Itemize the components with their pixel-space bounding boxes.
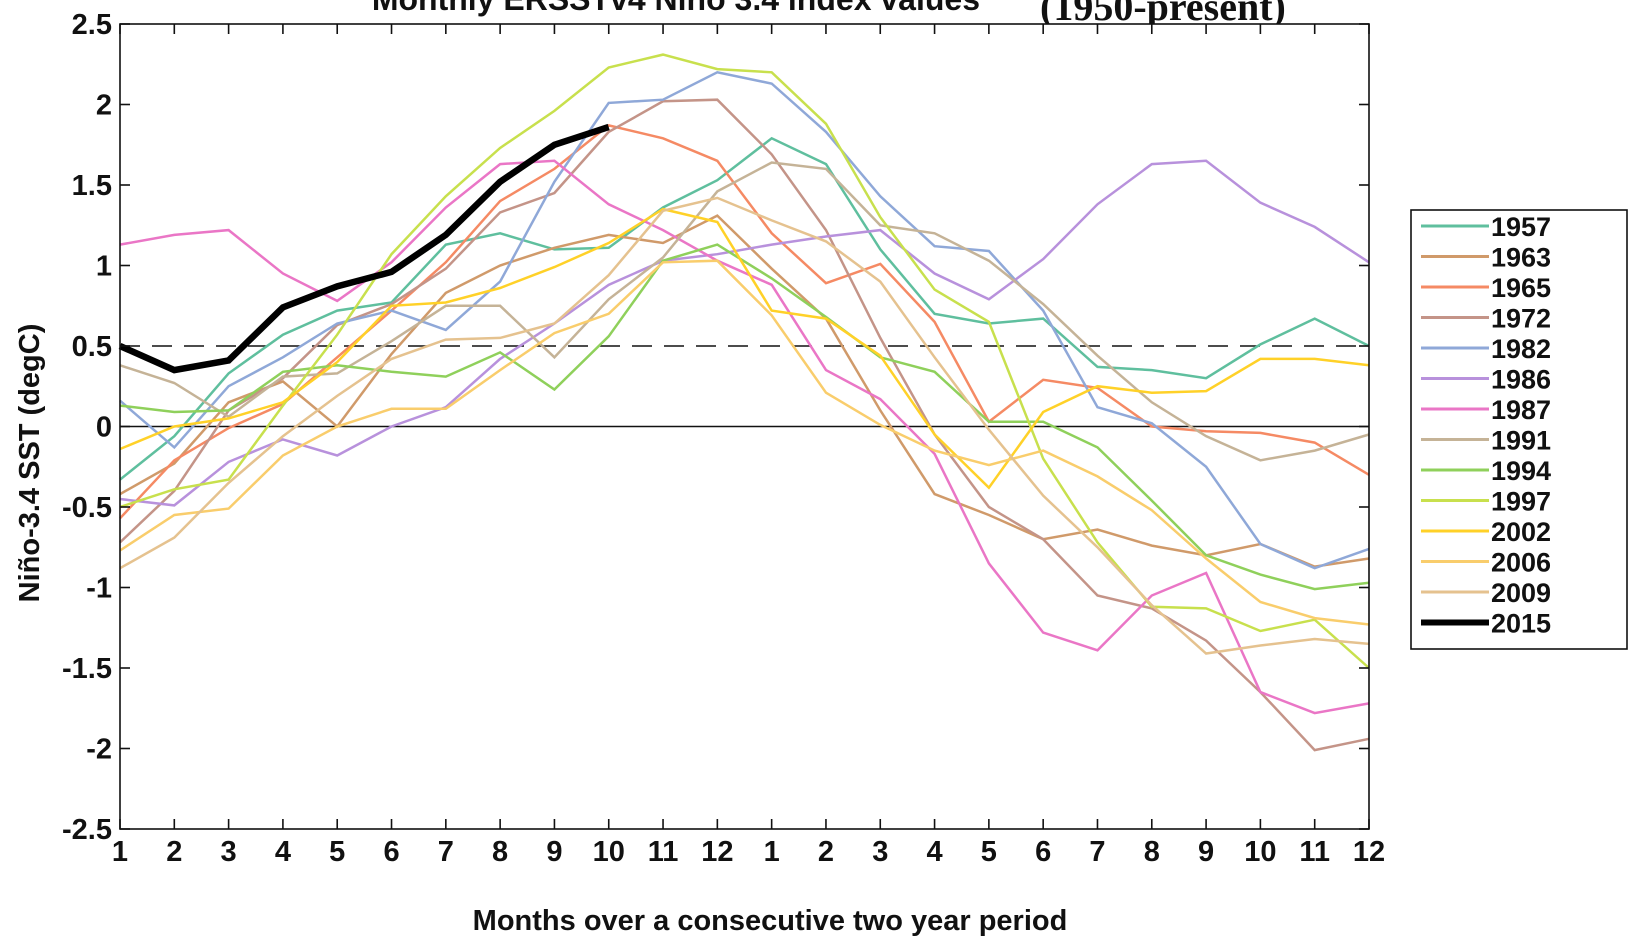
series-line-2002 [119, 207, 1370, 490]
legend-label: 2015 [1491, 609, 1551, 639]
legend-item-1982: 1982 [1421, 334, 1551, 364]
legend-item-1994: 1994 [1421, 456, 1551, 486]
x-tick-label: 12 [701, 836, 733, 868]
x-tick-label: 1 [112, 836, 128, 868]
x-tick-label: 2 [166, 836, 182, 868]
y-tick-label: 2 [96, 90, 112, 122]
x-tick-label: 5 [981, 836, 997, 868]
x-tick-label: 1 [764, 836, 780, 868]
legend-item-1987: 1987 [1421, 395, 1551, 425]
x-tick-label: 3 [872, 836, 888, 868]
legend: 1957196319651972198219861987199119941997… [1410, 209, 1628, 650]
legend-item-2015: 2015 [1421, 609, 1551, 639]
legend-item-1963: 1963 [1421, 243, 1551, 273]
series-line-2006 [119, 259, 1370, 626]
y-tick-label: -2.5 [62, 814, 112, 846]
legend-label: 1982 [1491, 334, 1551, 364]
x-tick-label: 6 [1035, 836, 1051, 868]
x-tick-label: 2 [818, 836, 834, 868]
legend-label: 1987 [1491, 395, 1551, 425]
y-tick-label: 1.5 [72, 170, 112, 202]
x-tick-label: 5 [329, 836, 345, 868]
x-tick-label: 3 [221, 836, 237, 868]
chart-title: Monthly ERSSTv4 Niño 3.4 index values [372, 0, 980, 17]
series-line-1965 [119, 124, 1370, 520]
x-tick-label: 9 [1198, 836, 1214, 868]
legend-label: 2006 [1491, 548, 1551, 578]
y-tick-label: -2 [86, 734, 112, 766]
legend-item-2002: 2002 [1421, 517, 1551, 547]
legend-label: 1991 [1491, 426, 1551, 456]
axes: 1 2 3 4 5 6 7 8 9 10 11 12 1 2 3 4 5 6 7 8 9 10 11 12-2.5-2-1.5… [62, 9, 1385, 868]
y-tick-label: 0 [96, 412, 112, 444]
series-line-1997 [119, 53, 1370, 669]
series-line-1986 [119, 159, 1370, 507]
series-line-1963 [119, 214, 1370, 568]
y-tick-label: -1.5 [62, 653, 112, 685]
y-tick-label: 2.5 [72, 9, 112, 41]
y-axis-label: Niño-3.4 SST (degC) [14, 324, 46, 603]
plot-area [120, 24, 1369, 829]
y-tick-label: -1 [86, 573, 112, 605]
legend-item-1986: 1986 [1421, 365, 1551, 395]
series-lines [118, 53, 1370, 752]
legend-item-1965: 1965 [1421, 273, 1551, 303]
x-tick-label: 10 [593, 836, 625, 868]
legend-label: 1997 [1491, 487, 1551, 517]
x-tick-label: 7 [1089, 836, 1105, 868]
x-tick-label: 7 [438, 836, 454, 868]
legend-label: 1986 [1491, 365, 1551, 395]
series-line-1957 [119, 136, 1370, 481]
x-tick-label: 4 [926, 836, 942, 868]
chart-title-main: Monthly ERSSTv4 Niño 3.4 index values [372, 0, 980, 17]
legend-label: 2002 [1491, 517, 1551, 547]
y-tick-label: -0.5 [62, 492, 112, 524]
y-tick-label: 1 [96, 251, 112, 283]
x-axis-label: Months over a consecutive two year perio… [473, 905, 1068, 936]
x-tick-label: 11 [1299, 836, 1330, 868]
x-tick-label: 9 [546, 836, 562, 868]
x-tick-label: 10 [1244, 836, 1276, 868]
legend-label: 1963 [1491, 243, 1551, 273]
x-tick-label: 6 [383, 836, 399, 868]
legend-item-1957: 1957 [1421, 212, 1551, 242]
legend-item-2009: 2009 [1421, 578, 1551, 608]
x-tick-label: 8 [1144, 836, 1160, 868]
legend-item-1972: 1972 [1421, 304, 1551, 334]
y-tick-label: 0.5 [72, 331, 112, 363]
legend-label: 1972 [1491, 304, 1551, 334]
legend-label: 1957 [1491, 212, 1551, 242]
legend-label: 1994 [1491, 456, 1551, 486]
legend-item-1991: 1991 [1421, 426, 1551, 456]
series-line-2015 [118, 123, 610, 374]
series-line-1994 [119, 243, 1370, 591]
x-tick-label: 12 [1353, 836, 1385, 868]
legend-box [1410, 209, 1628, 650]
series-line-1982 [119, 70, 1370, 570]
series-line-2009 [119, 196, 1370, 655]
series-line-1991 [119, 161, 1370, 462]
x-tick-label: 8 [492, 836, 508, 868]
legend-label: 2009 [1491, 578, 1551, 608]
x-tick-label: 4 [275, 836, 291, 868]
legend-label: 1965 [1491, 273, 1551, 303]
x-tick-label: 11 [648, 836, 679, 868]
legend-item-2006: 2006 [1421, 548, 1551, 578]
legend-item-1997: 1997 [1421, 487, 1551, 517]
series-line-1987 [119, 159, 1370, 715]
